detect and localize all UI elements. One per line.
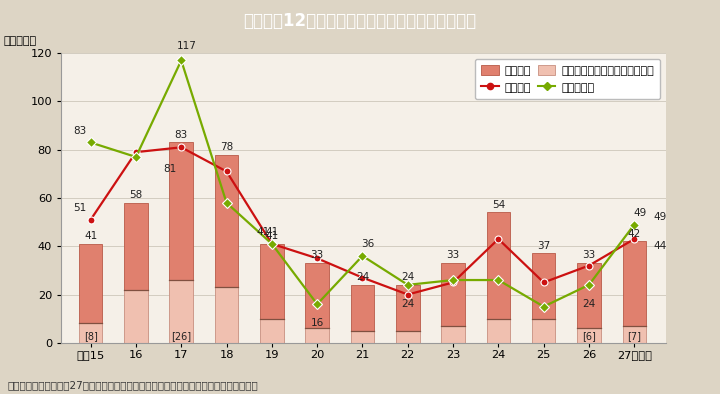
- Text: 24: 24: [356, 272, 369, 282]
- Bar: [532, 253, 555, 319]
- Text: 41: 41: [265, 227, 279, 237]
- Bar: [487, 212, 510, 319]
- Bar: [396, 285, 420, 331]
- Text: 49: 49: [653, 212, 667, 222]
- Text: 58: 58: [130, 190, 143, 200]
- Text: 49: 49: [633, 208, 647, 217]
- Bar: [441, 326, 465, 343]
- Text: （件、人）: （件、人）: [4, 36, 37, 46]
- Text: 117: 117: [177, 41, 197, 51]
- Bar: [79, 244, 102, 323]
- Bar: [169, 143, 193, 280]
- Text: 36: 36: [361, 239, 374, 249]
- Text: 54: 54: [492, 200, 505, 210]
- Bar: [169, 280, 193, 343]
- Text: [26]: [26]: [171, 331, 192, 341]
- Text: 41: 41: [265, 231, 279, 241]
- Text: [8]: [8]: [84, 331, 98, 341]
- Text: [6]: [6]: [582, 331, 596, 341]
- Bar: [215, 287, 238, 343]
- Text: 51: 51: [73, 203, 86, 213]
- Text: 33: 33: [310, 250, 324, 260]
- Legend: 検挙人員, 検挙件数, 検挙人員（うちブローカー数）, 被害者総数: 検挙人員, 検挙件数, 検挙人員（うちブローカー数）, 被害者総数: [474, 59, 660, 99]
- Bar: [260, 244, 284, 319]
- Text: 83: 83: [73, 126, 86, 136]
- Text: 33: 33: [582, 250, 595, 260]
- Text: 78: 78: [220, 142, 233, 152]
- Bar: [577, 328, 600, 343]
- Text: 41: 41: [257, 227, 270, 237]
- Bar: [623, 242, 646, 326]
- Text: 41: 41: [84, 231, 97, 241]
- Bar: [124, 290, 148, 343]
- Text: Ｉ－５－12図　人身取引事犯の検挙状況等の推移: Ｉ－５－12図 人身取引事犯の検挙状況等の推移: [243, 12, 477, 30]
- Text: （備考）警察庁「平成27年中における人身取引事犯の検挙状況等について」より作成。: （備考）警察庁「平成27年中における人身取引事犯の検挙状況等について」より作成。: [7, 380, 258, 390]
- Text: 24: 24: [401, 299, 415, 309]
- Bar: [260, 319, 284, 343]
- Bar: [79, 323, 102, 343]
- Bar: [215, 154, 238, 287]
- Text: 83: 83: [175, 130, 188, 139]
- Bar: [532, 319, 555, 343]
- Bar: [623, 326, 646, 343]
- Bar: [396, 331, 420, 343]
- Bar: [351, 285, 374, 331]
- Bar: [305, 328, 329, 343]
- Text: 16: 16: [310, 318, 324, 328]
- Text: 44: 44: [653, 242, 667, 251]
- Bar: [351, 331, 374, 343]
- Text: [7]: [7]: [627, 331, 642, 341]
- Bar: [305, 263, 329, 328]
- Text: 33: 33: [446, 250, 459, 260]
- Text: 24: 24: [401, 272, 415, 282]
- Text: 37: 37: [537, 241, 550, 251]
- Text: 42: 42: [628, 229, 641, 238]
- Bar: [124, 203, 148, 290]
- Bar: [487, 319, 510, 343]
- Bar: [441, 263, 465, 326]
- Bar: [577, 263, 600, 328]
- Text: 81: 81: [163, 164, 177, 174]
- Text: 24: 24: [582, 299, 595, 309]
